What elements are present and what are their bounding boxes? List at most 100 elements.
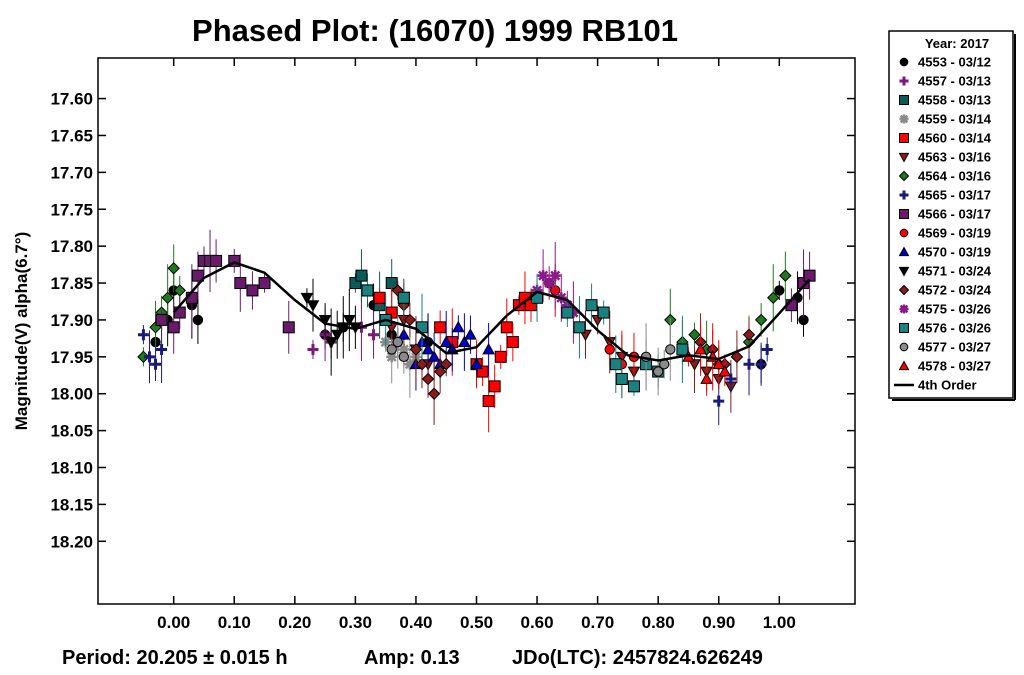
data-point	[476, 365, 489, 378]
data-point	[156, 343, 168, 355]
data-point	[718, 365, 732, 377]
x-tick-label: 0.60	[521, 613, 554, 632]
data-point	[549, 270, 561, 282]
legend-label: 4569 - 03/19	[918, 226, 991, 241]
data-point	[306, 300, 320, 312]
plot-frame	[97, 57, 856, 605]
data-point	[688, 328, 701, 341]
data-point	[427, 387, 441, 400]
legend-label: 4577 - 03/27	[918, 340, 991, 355]
data-point	[349, 277, 362, 290]
data-point	[470, 357, 483, 370]
data-point	[330, 329, 344, 342]
legend-label: 4558 - 03/13	[918, 93, 991, 108]
legend-marker	[898, 170, 910, 182]
data-point	[743, 358, 755, 370]
legend-marker	[899, 209, 909, 219]
series-group	[137, 315, 773, 426]
data-point	[755, 358, 767, 370]
x-tick-label: 0.50	[460, 613, 493, 632]
x-tick-label: 0.70	[581, 613, 614, 632]
data-point	[234, 277, 247, 290]
data-point	[397, 291, 410, 304]
data-point	[754, 313, 768, 327]
plot-area	[137, 229, 816, 433]
data-point	[192, 314, 204, 326]
data-point	[300, 292, 314, 305]
y-tick-label: 17.95	[50, 348, 93, 367]
legend-label: 4571 - 03/24	[918, 264, 992, 279]
legend-marker	[899, 114, 909, 124]
data-point	[282, 321, 295, 334]
data-point	[137, 350, 150, 364]
data-point	[368, 329, 380, 341]
legend-marker	[899, 95, 909, 105]
y-tick-label: 18.10	[50, 459, 93, 478]
legend-marker	[898, 284, 910, 296]
legend-marker	[899, 323, 909, 333]
y-tick-label: 17.70	[50, 163, 93, 182]
data-point	[355, 269, 368, 282]
fit-curve	[172, 261, 811, 362]
data-point	[464, 328, 477, 340]
legend-label: 4553 - 03/12	[918, 55, 991, 70]
data-point	[627, 380, 640, 393]
data-point	[258, 277, 271, 290]
data-point	[361, 284, 374, 297]
legend-label: 4572 - 03/24	[918, 283, 992, 298]
data-point	[761, 343, 773, 355]
data-point	[543, 277, 555, 289]
x-axis-ticks: 0.00 0.10 0.20 0.30 0.40 0.50 0.60 0.70 0.80 0.90…	[157, 58, 796, 632]
data-point	[712, 357, 726, 370]
legend: Year: 2017 4553 - 03/12 4557 - 03/13 4558 …	[888, 30, 1016, 401]
data-point	[604, 344, 615, 355]
data-point	[615, 372, 628, 385]
x-tick-label: 1.00	[763, 613, 796, 632]
data-point	[567, 307, 579, 319]
data-point	[143, 351, 155, 363]
data-point	[324, 337, 338, 349]
legend-label: 4564 - 03/16	[918, 169, 991, 184]
legend-marker	[899, 228, 909, 238]
data-point	[730, 350, 744, 364]
legend-marker	[899, 304, 909, 314]
legend-marker	[899, 76, 909, 86]
data-point	[415, 357, 429, 371]
y-tick-label: 17.60	[50, 90, 93, 109]
data-point	[585, 299, 598, 312]
data-point	[342, 315, 356, 327]
legend-marker	[898, 152, 910, 163]
legend-box	[888, 30, 1014, 399]
y-tick-label: 18.20	[50, 532, 93, 551]
legend-label: 4575 - 03/26	[918, 302, 991, 317]
legend-label: 4559 - 03/14	[918, 112, 992, 127]
data-point	[451, 320, 465, 333]
data-point	[404, 358, 416, 370]
legend-label: 4th Order	[918, 378, 977, 393]
data-point	[725, 373, 737, 385]
legend-label: 4563 - 03/16	[918, 150, 991, 165]
data-point	[482, 342, 495, 355]
y-tick-label: 17.65	[50, 126, 93, 145]
data-point	[167, 321, 180, 334]
data-point	[386, 344, 397, 355]
data-point	[434, 321, 447, 334]
data-point	[665, 344, 676, 355]
y-tick-label: 17.85	[50, 274, 93, 293]
x-tick-label: 0.30	[339, 613, 372, 632]
legend-label: 4560 - 03/14	[918, 131, 992, 146]
data-point	[779, 269, 792, 282]
data-point	[653, 366, 664, 377]
data-point	[482, 395, 495, 408]
data-point	[774, 285, 785, 296]
data-point	[561, 306, 574, 319]
data-point	[700, 372, 713, 384]
data-point	[167, 262, 180, 275]
data-point	[694, 342, 707, 355]
legend-marker	[898, 246, 910, 257]
jdo-text: JDo(LTC): 2457824.626249	[512, 647, 763, 669]
data-point	[676, 343, 689, 356]
data-point	[525, 299, 538, 312]
legend-marker	[899, 190, 909, 200]
